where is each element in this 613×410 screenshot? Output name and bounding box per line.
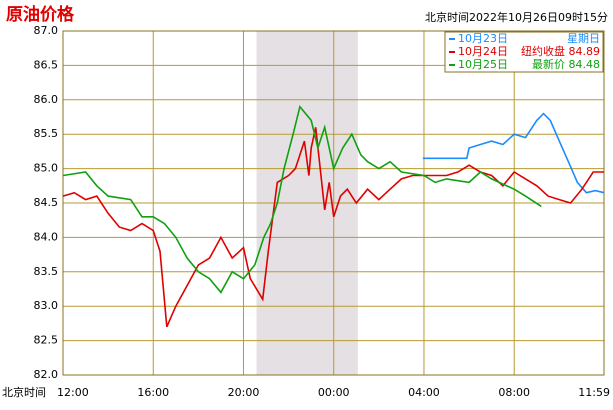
x-tick-label: 08:00 <box>498 386 530 399</box>
plot-border <box>62 30 605 376</box>
x-tick-label: 16:00 <box>137 386 169 399</box>
y-tick-label: 83.5 <box>34 265 59 278</box>
legend-note: 星期日 <box>567 32 600 45</box>
y-tick-label: 85.0 <box>34 162 59 175</box>
chart-title: 原油价格 <box>6 4 75 25</box>
series-line <box>62 104 542 294</box>
series-line <box>422 112 605 194</box>
y-tick-label: 87.0 <box>34 24 59 37</box>
y-tick-label: 84.5 <box>34 196 59 209</box>
legend-note: 最新价 84.48 <box>532 57 600 71</box>
legend-label: 10月24日 <box>458 45 508 58</box>
y-tick-label: 85.5 <box>34 127 59 140</box>
x-tick-label: 00:00 <box>318 386 350 399</box>
y-tick-label: 84.0 <box>34 230 59 243</box>
y-tick-label: 82.5 <box>34 334 59 347</box>
legend-note: 纽约收盘 84.89 <box>521 44 600 58</box>
legend-label: 10月25日 <box>458 58 508 71</box>
y-tick-label: 83.0 <box>34 299 59 312</box>
legend-box <box>444 31 604 73</box>
y-tick-label: 82.0 <box>34 368 59 381</box>
x-tick-label: 11:59 <box>578 386 610 399</box>
x-tick-label: 04:00 <box>408 386 440 399</box>
y-tick-label: 86.0 <box>34 93 59 106</box>
x-tick-label: 12:00 <box>57 386 89 399</box>
x-tick-label: 20:00 <box>228 386 260 399</box>
chart-subtitle: 北京时间2022年10月26日09时15分 <box>425 10 608 24</box>
x-axis-label: 北京时间 <box>2 385 46 399</box>
legend-label: 10月23日 <box>458 32 508 45</box>
y-tick-label: 86.5 <box>34 58 59 71</box>
